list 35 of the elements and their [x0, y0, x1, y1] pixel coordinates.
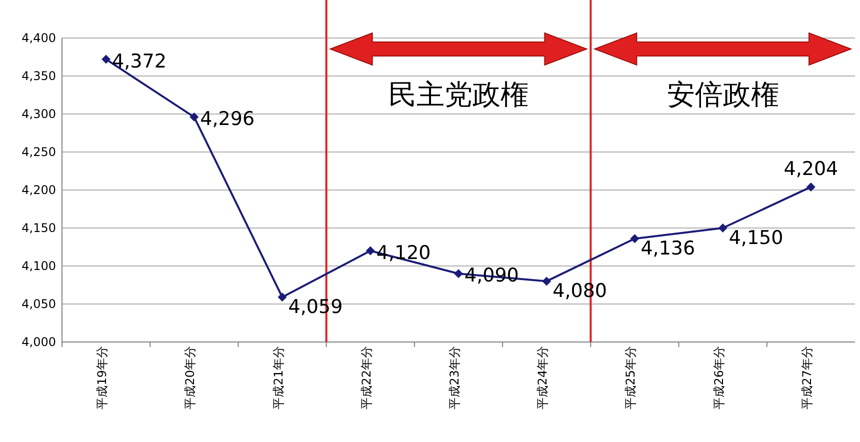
- y-tick-label: 4,150: [22, 221, 56, 235]
- x-tick-label: 平成23年分: [448, 346, 462, 410]
- x-tick-label: 平成20年分: [183, 346, 198, 410]
- point: [190, 112, 199, 122]
- ref-line-label: 民主党政権: [388, 78, 528, 111]
- x-tick-label: 平成27年分: [800, 346, 814, 410]
- y-tick-label: 4,350: [22, 69, 56, 83]
- y-tick-label: 4,000: [22, 335, 56, 349]
- point: [366, 246, 375, 256]
- x-tick-label: 平成19年分: [95, 346, 110, 410]
- ref-line-label: 安倍政権: [666, 78, 779, 111]
- y-tick-label: 4,250: [22, 145, 56, 159]
- text: 4,120: [376, 242, 431, 264]
- x-tick-label: 平成21年分: [271, 346, 286, 410]
- x-tick-label: 平成22年分: [359, 346, 374, 410]
- text: 4,372: [112, 50, 166, 72]
- point: [102, 54, 111, 64]
- x-tick-label: 平成24年分: [536, 346, 550, 410]
- y-tick-label: 4,100: [22, 259, 56, 273]
- x-tick-label: 平成26年分: [712, 346, 726, 410]
- point: [542, 276, 552, 286]
- y-tick-label: 4,200: [22, 183, 56, 197]
- y-tick-label: 4,050: [22, 297, 56, 311]
- point: [806, 182, 816, 192]
- point: [630, 234, 640, 244]
- point: [718, 224, 728, 232]
- text: 4,296: [200, 108, 255, 130]
- text: 4,136: [640, 238, 696, 260]
- y-tick-label: 4,300: [22, 107, 56, 121]
- point: [454, 269, 463, 278]
- point: [278, 292, 287, 302]
- x-tick-label: 平成25年分: [624, 346, 638, 410]
- text: 4,204: [784, 158, 838, 180]
- y-tick-label: 4,400: [22, 31, 56, 45]
- text: 4,150: [728, 227, 784, 249]
